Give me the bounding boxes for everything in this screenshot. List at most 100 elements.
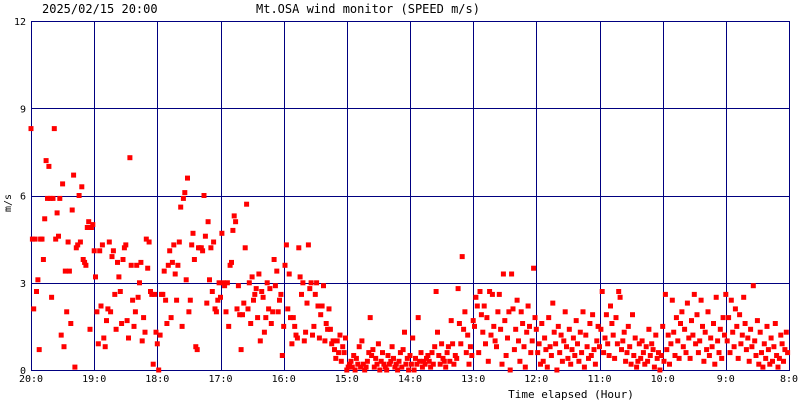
data-point bbox=[581, 364, 587, 370]
data-point bbox=[411, 367, 417, 373]
data-point bbox=[485, 358, 491, 364]
data-point bbox=[380, 350, 385, 356]
data-point bbox=[161, 268, 167, 274]
data-point bbox=[562, 309, 568, 315]
data-point bbox=[56, 233, 61, 239]
data-point bbox=[634, 364, 640, 370]
data-point bbox=[150, 361, 156, 367]
data-point bbox=[348, 358, 354, 364]
data-point bbox=[112, 291, 118, 297]
data-point bbox=[649, 341, 655, 347]
data-point bbox=[39, 236, 45, 242]
data-point bbox=[363, 364, 369, 370]
data-point bbox=[580, 309, 586, 315]
data-point bbox=[172, 271, 178, 277]
data-point bbox=[627, 344, 633, 350]
data-point bbox=[598, 326, 604, 332]
data-point bbox=[32, 236, 38, 242]
data-point bbox=[435, 329, 440, 335]
data-point bbox=[347, 361, 353, 367]
data-point bbox=[510, 306, 516, 312]
data-point bbox=[671, 329, 677, 335]
x-tick-label: 10:0 bbox=[651, 374, 675, 385]
data-point bbox=[123, 242, 129, 248]
data-points bbox=[28, 126, 791, 373]
data-point bbox=[679, 309, 685, 315]
data-point bbox=[168, 315, 174, 321]
data-point bbox=[137, 280, 142, 286]
data-point bbox=[237, 312, 243, 318]
data-point bbox=[395, 367, 401, 373]
data-point bbox=[429, 350, 435, 356]
data-point bbox=[694, 312, 700, 318]
data-point bbox=[201, 193, 207, 198]
data-point bbox=[117, 289, 123, 294]
data-point bbox=[624, 350, 630, 356]
data-point bbox=[617, 294, 623, 300]
data-point bbox=[657, 367, 663, 373]
data-point bbox=[388, 358, 394, 364]
data-point bbox=[761, 341, 767, 347]
data-point bbox=[430, 361, 436, 367]
data-point bbox=[491, 323, 497, 329]
data-point bbox=[82, 259, 88, 265]
data-point bbox=[579, 350, 585, 356]
data-point bbox=[329, 341, 335, 347]
data-point bbox=[208, 245, 214, 251]
data-point bbox=[50, 195, 56, 201]
data-point bbox=[300, 280, 306, 286]
data-point bbox=[248, 321, 254, 326]
data-point bbox=[71, 172, 77, 178]
data-point bbox=[226, 323, 232, 329]
data-point bbox=[359, 338, 365, 344]
data-point bbox=[647, 353, 653, 358]
data-point bbox=[190, 230, 196, 236]
data-point bbox=[517, 358, 523, 364]
x-axis-label: Time elapsed (Hour) bbox=[508, 388, 634, 400]
data-point bbox=[564, 344, 569, 350]
data-point bbox=[349, 364, 355, 370]
data-point bbox=[731, 344, 737, 350]
data-point bbox=[444, 350, 450, 356]
data-point bbox=[343, 335, 348, 341]
data-point bbox=[223, 309, 229, 315]
data-point bbox=[489, 291, 495, 297]
x-tick-label: 14:0 bbox=[398, 374, 422, 385]
data-point bbox=[316, 335, 322, 341]
data-point bbox=[202, 233, 208, 239]
data-point bbox=[29, 236, 35, 242]
data-point bbox=[723, 291, 729, 297]
data-point bbox=[555, 323, 561, 329]
data-point bbox=[421, 358, 427, 364]
data-point bbox=[51, 126, 57, 132]
data-point bbox=[333, 355, 339, 361]
data-point bbox=[588, 353, 594, 358]
data-point bbox=[227, 262, 233, 268]
data-point bbox=[253, 286, 259, 292]
data-point bbox=[231, 213, 237, 219]
data-point bbox=[200, 248, 206, 254]
data-point bbox=[540, 358, 546, 364]
data-point bbox=[101, 335, 107, 341]
x-tick-label: 11:0 bbox=[587, 374, 611, 385]
data-point bbox=[233, 219, 239, 225]
data-point bbox=[393, 361, 399, 367]
data-point bbox=[87, 326, 93, 332]
data-point bbox=[719, 355, 725, 361]
data-point bbox=[358, 364, 364, 370]
data-point bbox=[548, 353, 554, 358]
data-point bbox=[632, 335, 638, 341]
data-point bbox=[566, 326, 572, 332]
data-point bbox=[370, 347, 376, 353]
data-point bbox=[105, 306, 111, 312]
data-point bbox=[373, 355, 379, 361]
data-point bbox=[175, 262, 181, 268]
data-point bbox=[439, 341, 445, 347]
data-point bbox=[569, 347, 575, 353]
data-point bbox=[113, 326, 119, 332]
data-point bbox=[283, 242, 289, 248]
data-point bbox=[303, 329, 309, 335]
data-point bbox=[396, 358, 402, 364]
data-point bbox=[244, 201, 250, 207]
data-point bbox=[169, 259, 175, 265]
